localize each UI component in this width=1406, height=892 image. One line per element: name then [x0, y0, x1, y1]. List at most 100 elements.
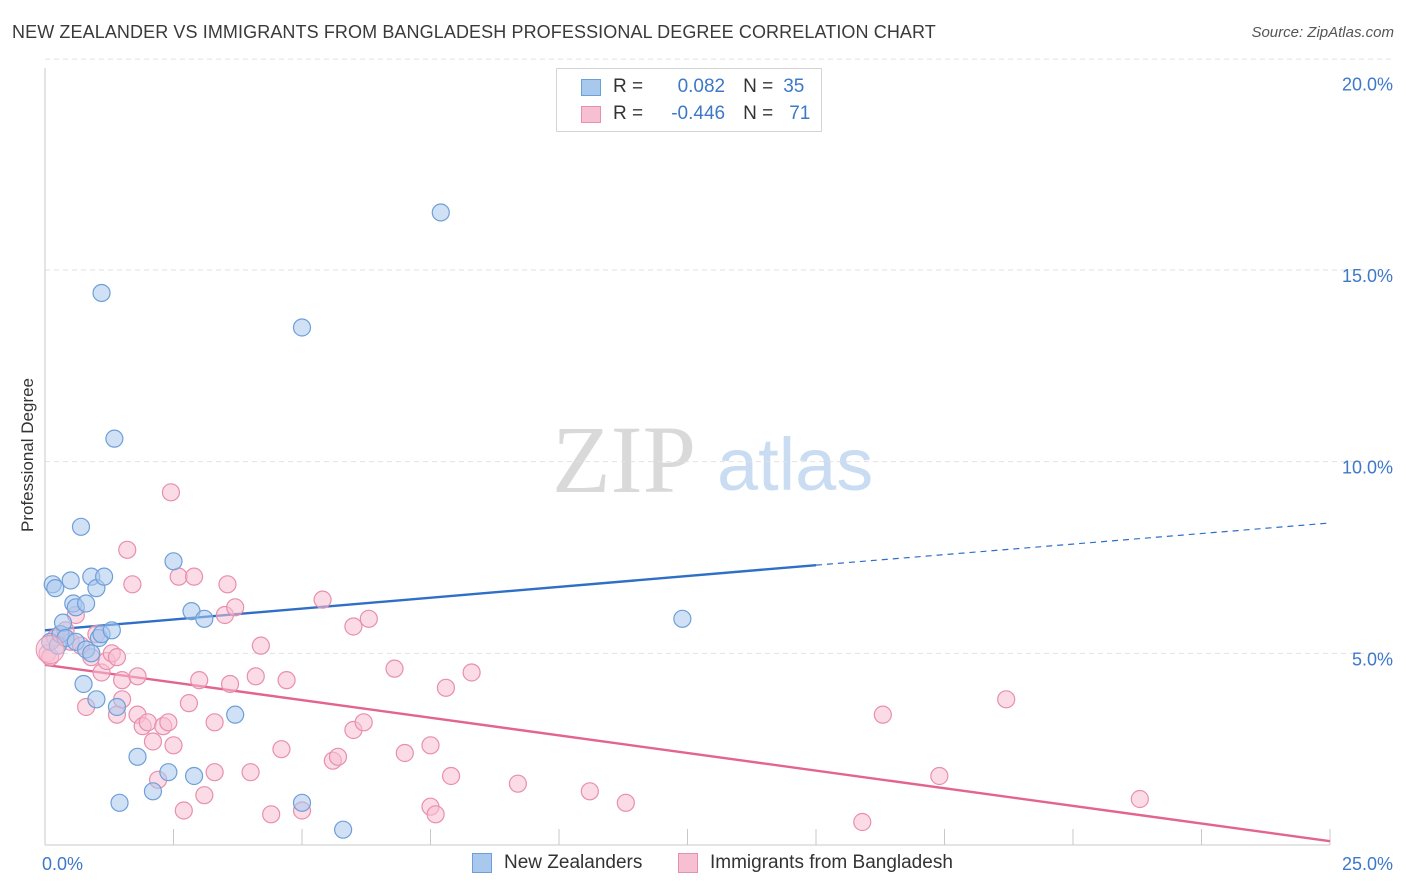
legend-n-label: N = [743, 103, 774, 124]
data-point [334, 820, 353, 839]
data-point [71, 517, 91, 536]
data-point [74, 674, 93, 694]
data-point [436, 678, 456, 697]
watermark-zip: ZIP [552, 406, 696, 513]
data-point [251, 636, 270, 655]
data-point [462, 663, 481, 682]
data-point [123, 575, 142, 594]
data-point [673, 609, 692, 628]
watermark-atlas: atlas [717, 423, 873, 506]
legend-r-label: R = [613, 76, 644, 97]
data-point [226, 598, 245, 617]
x-tick-label: 25.0% [1342, 854, 1393, 874]
axes [44, 68, 1331, 846]
data-point [174, 801, 193, 820]
data-point [272, 740, 291, 759]
series-label-new-zealanders: New Zealanders [504, 852, 643, 873]
data-point [395, 743, 414, 763]
data-point [143, 732, 163, 751]
data-point [195, 786, 214, 805]
legend-r-value: 0.082 [677, 76, 726, 97]
data-point [1130, 789, 1149, 809]
series-swatch-new-zealanders [472, 853, 492, 873]
legend-swatch-bangladesh [581, 105, 601, 123]
legend-n-label: N = [743, 76, 774, 97]
data-point [853, 812, 872, 832]
chart-title: NEW ZEALANDER VS IMMIGRANTS FROM BANGLAD… [12, 22, 936, 42]
y-tick-label: 15.0% [1342, 266, 1393, 286]
data-point [292, 793, 312, 812]
data-point [53, 613, 73, 632]
data-point [138, 713, 157, 732]
legend-row-bangladesh: R = -0.446 N = 71 [581, 103, 810, 125]
data-point [220, 674, 240, 694]
data-point [92, 283, 111, 303]
legend-n-value: 35 [783, 76, 805, 97]
series-legend-new-zealanders[interactable]: New Zealanders [472, 852, 642, 874]
data-point [205, 763, 224, 782]
data-point [195, 609, 214, 628]
series-label-bangladesh: Immigrants from Bangladesh [710, 852, 953, 873]
data-point [128, 747, 147, 766]
data-point [169, 567, 188, 586]
trend-line-new-zealanders [44, 563, 817, 632]
data-point [102, 621, 121, 640]
data-point [313, 590, 332, 609]
trend-lines [44, 522, 1331, 843]
data-point [344, 617, 363, 636]
data-point [226, 705, 245, 724]
data-point [77, 594, 96, 613]
data-point [873, 705, 892, 724]
legend-r-value: -0.446 [671, 103, 726, 124]
data-point [441, 766, 461, 786]
series-legend-bangladesh[interactable]: Immigrants from Bangladesh [678, 852, 953, 874]
watermark: ZIP atlas [552, 406, 873, 513]
series-legend: New Zealanders Immigrants from Banglades… [0, 852, 1406, 878]
y-tick-label: 5.0% [1352, 649, 1393, 669]
data-point [179, 694, 199, 713]
data-point [328, 747, 348, 766]
data-point [385, 659, 404, 678]
data-point [616, 793, 635, 812]
correlation-legend: R = 0.082 N = 35 R = -0.446 N = 71 [556, 68, 822, 132]
data-point [930, 766, 949, 786]
data-point [159, 713, 178, 732]
data-point [190, 671, 209, 690]
tick-labels: 5.0% 10.0% 15.0% 20.0% 0.0% 25.0% [42, 74, 1393, 874]
data-point [82, 644, 101, 663]
data-point [118, 540, 137, 559]
data-point [161, 483, 181, 502]
data-point [184, 766, 204, 786]
x-tick-label: 0.0% [42, 854, 83, 874]
y-tick-label: 10.0% [1342, 458, 1393, 478]
data-point [164, 552, 183, 571]
data-points [35, 203, 1149, 839]
data-point [997, 690, 1016, 709]
data-point [508, 774, 527, 793]
legend-swatch-new-zealanders [581, 78, 601, 96]
data-point [112, 671, 132, 690]
data-point [354, 713, 373, 732]
data-point [159, 763, 178, 782]
data-point [277, 671, 296, 690]
trend-line-bangladesh [44, 663, 1331, 843]
legend-n-value: 71 [789, 103, 811, 124]
data-point [359, 609, 378, 628]
data-point [95, 567, 114, 586]
legend-row-new-zealanders: R = 0.082 N = 35 [581, 76, 804, 98]
data-point [61, 571, 80, 590]
data-point [35, 634, 65, 664]
legend-r-label: R = [613, 103, 644, 124]
data-point [110, 793, 129, 812]
data-point [143, 782, 163, 801]
data-point [241, 763, 260, 782]
chart-source: Source: ZipAtlas.com [1251, 24, 1394, 41]
data-point [205, 713, 224, 732]
data-point [184, 567, 204, 586]
data-point [431, 203, 450, 222]
data-point [218, 575, 237, 594]
y-tick-label: 20.0% [1342, 74, 1393, 94]
data-point [426, 805, 445, 824]
data-point [105, 429, 124, 448]
